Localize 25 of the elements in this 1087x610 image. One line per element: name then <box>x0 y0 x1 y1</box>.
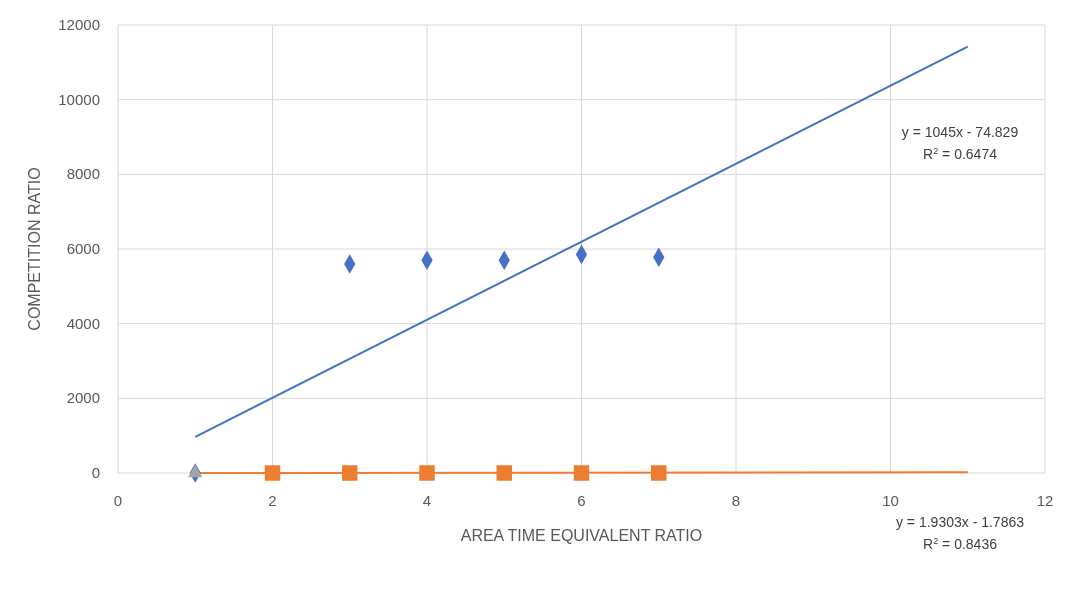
x-axis-title: AREA TIME EQUIVALENT RATIO <box>460 527 703 544</box>
y-tick-label: 4000 <box>66 314 100 332</box>
text: y = 1.9303x - 1.7863 R$^{2}$ = 0.8436 <box>895 514 1025 552</box>
y-tick-label: 6000 <box>66 240 100 257</box>
point <box>419 465 435 481</box>
point <box>651 465 667 481</box>
annotation: y = 1045x - 74.829 R$^{2}$ = 0.6474 <box>901 124 1019 162</box>
point <box>573 465 590 481</box>
point <box>264 465 281 481</box>
x-tick-label: 0 <box>113 492 123 509</box>
point <box>188 464 203 478</box>
x-tick-label: 12 <box>1036 492 1054 509</box>
x-tick-label: 10 <box>882 492 899 509</box>
x-tick-label: 6 <box>577 492 586 509</box>
y-tick-label: 2000 <box>66 389 100 407</box>
point <box>342 465 358 481</box>
y-tick-label: 0 <box>91 464 100 481</box>
y-axis-title: COMPETITION RATIO <box>26 167 43 331</box>
x-tick-label: 8 <box>731 492 741 509</box>
y-tick-label: 8000 <box>66 165 100 183</box>
y-tick-label: 12000 <box>58 16 100 33</box>
x-tick-label: 4 <box>422 492 432 509</box>
y-tick-label: 10000 <box>58 90 100 108</box>
point <box>496 465 512 481</box>
x-tick-label: 2 <box>268 492 277 509</box>
